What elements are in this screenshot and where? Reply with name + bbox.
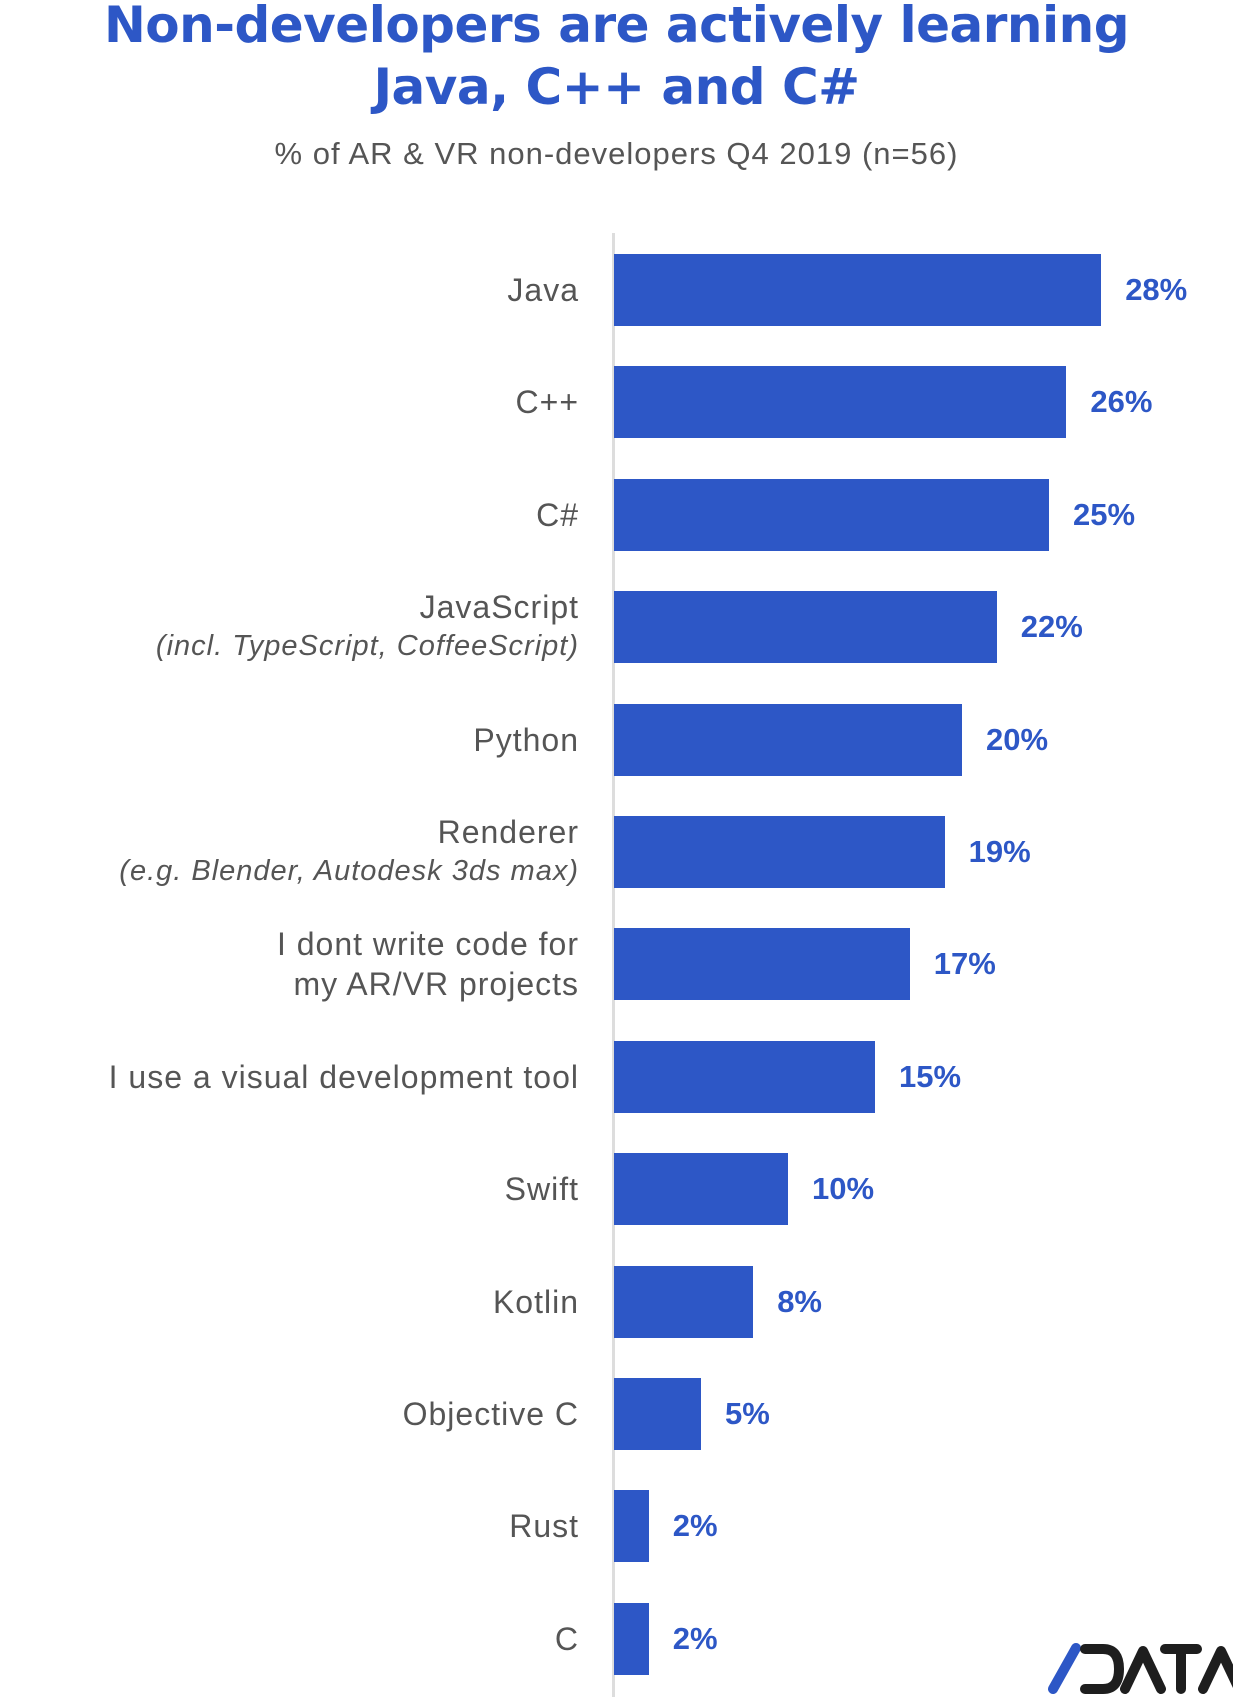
category-label-text: Java: [507, 272, 579, 308]
bar: [614, 1040, 875, 1113]
value-label: 17%: [933, 946, 996, 982]
category-label-text: my AR/VR projects: [293, 966, 579, 1003]
category-label: C#: [0, 495, 579, 535]
value-label: 22%: [1020, 609, 1083, 645]
category-label: Swift: [0, 1169, 579, 1209]
category-label: Python: [0, 720, 579, 760]
value-label: 10%: [812, 1171, 875, 1207]
category-label: Rust: [0, 1506, 579, 1546]
category-label: Objective C: [0, 1394, 579, 1434]
bar: [614, 1153, 788, 1226]
value-label: 5%: [725, 1396, 770, 1431]
category-label: C: [0, 1619, 579, 1659]
bar: [614, 1490, 649, 1563]
value-label: 15%: [899, 1058, 962, 1094]
category-label-text: C#: [536, 496, 579, 533]
category-sublabel: (e.g. Blender, Autodesk 3ds max): [119, 855, 579, 887]
category-label-text: C: [554, 1620, 579, 1657]
bar: [614, 1265, 754, 1338]
category-label-text: JavaScript: [419, 589, 579, 626]
chart-title-line-2: Java, C++ and C#: [373, 58, 860, 116]
bar: [614, 816, 945, 888]
value-label: 20%: [986, 721, 1049, 757]
value-label: 28%: [1125, 272, 1188, 307]
value-label: 19%: [968, 834, 1031, 869]
category-label-text: I dont write code for: [276, 926, 579, 963]
bar: [614, 703, 962, 776]
category-label-text: Renderer: [437, 814, 579, 850]
chart-title-line-1: Non-developers are actively learning: [103, 0, 1130, 54]
category-label: C++: [0, 382, 579, 422]
category-sublabel: (incl. TypeScript, CoffeeScript): [155, 630, 579, 663]
category-label: I dont write code for my AR/VR projects: [0, 924, 579, 1004]
data-logo: [1048, 1643, 1233, 1694]
chart-subtitle: % of AR & VR non-developers Q4 2019 (n=5…: [274, 136, 959, 171]
category-label-text: Swift: [504, 1171, 579, 1208]
bar: [614, 366, 1067, 439]
bar: [614, 478, 1049, 551]
category-label-text: Python: [473, 721, 579, 758]
category-label: I use a visual development tool: [0, 1057, 579, 1097]
category-label-text: I use a visual development tool: [108, 1058, 579, 1095]
value-label: 25%: [1073, 496, 1136, 532]
category-label: Java: [0, 270, 579, 310]
bar: [614, 591, 997, 664]
category-label-text: Rust: [509, 1508, 579, 1545]
value-label: 2%: [672, 1620, 718, 1656]
y-axis-line: [612, 233, 615, 1697]
bar: [614, 254, 1102, 326]
category-label: Renderer (e.g. Blender, Autodesk 3ds max): [0, 812, 579, 890]
category-label-text: C++: [515, 384, 579, 421]
category-label-text: Kotlin: [492, 1283, 579, 1320]
value-label: 2%: [672, 1508, 718, 1544]
category-label: Kotlin: [0, 1282, 579, 1322]
bar: [614, 1378, 701, 1450]
value-label: 8%: [777, 1283, 822, 1319]
category-label-text: Objective C: [402, 1396, 579, 1432]
bar: [614, 928, 910, 1001]
category-label: JavaScript (incl. TypeScript, CoffeeScrip…: [0, 587, 579, 665]
value-label: 26%: [1090, 384, 1153, 420]
bar: [614, 1602, 649, 1675]
